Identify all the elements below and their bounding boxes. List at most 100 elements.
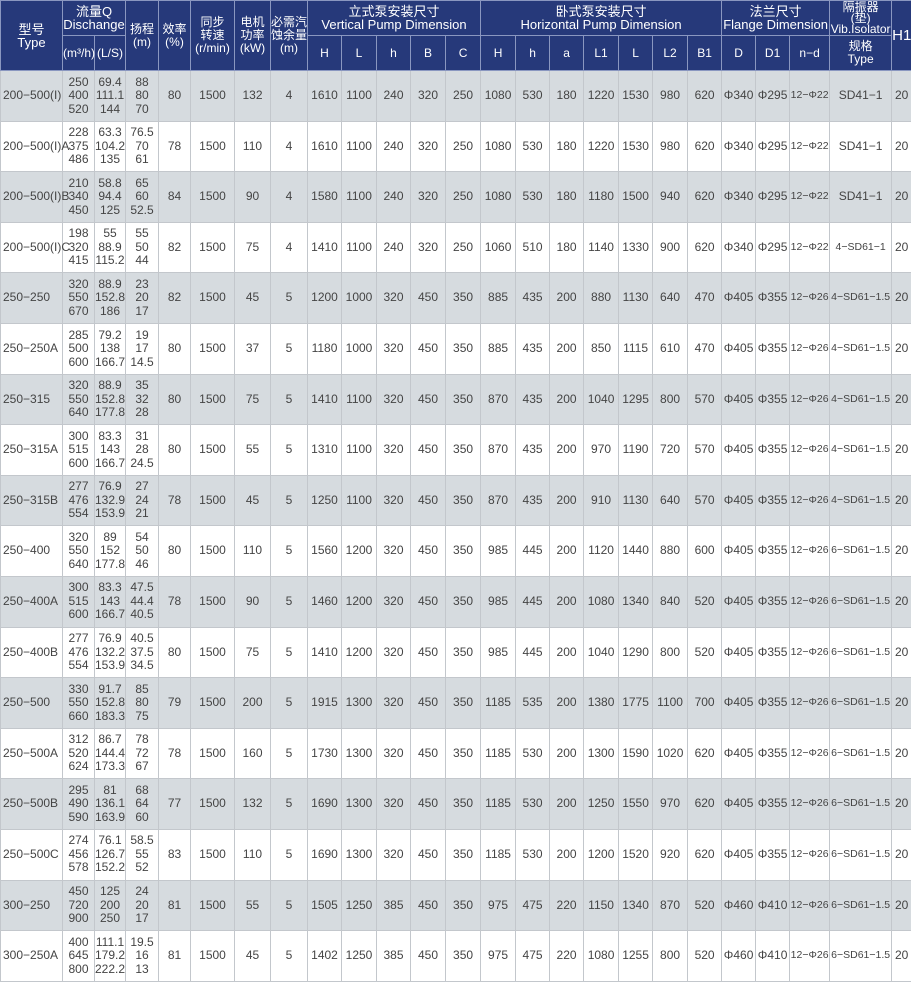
cell-speed: 1500 bbox=[191, 576, 235, 627]
cell-flow-m3h-value: 320 bbox=[63, 241, 94, 255]
cell-flange-2: 12−Φ26 bbox=[790, 475, 830, 526]
cell-flow-ls-value: 115.2 bbox=[95, 254, 125, 268]
cell-vertical-B: 450 bbox=[411, 576, 446, 627]
cell-flange-0: Φ405 bbox=[722, 374, 756, 425]
cell-speed: 1500 bbox=[191, 829, 235, 880]
cell-npsh: 5 bbox=[271, 425, 308, 476]
cell-flange-1: Φ410 bbox=[756, 931, 790, 982]
cell-type: 300−250A bbox=[1, 931, 63, 982]
header-h1: H1 bbox=[892, 1, 911, 71]
cell-head-value: 67 bbox=[126, 760, 158, 774]
cell-efficiency: 78 bbox=[159, 121, 191, 172]
cell-isolator: 4−SD61−1.5 bbox=[830, 273, 892, 324]
cell-flow-m3h-value: 476 bbox=[63, 646, 94, 660]
cell-h1: 20 bbox=[892, 273, 911, 324]
cell-flow-ls-value: 173.3 bbox=[95, 760, 125, 774]
cell-vertical-B: 450 bbox=[411, 425, 446, 476]
cell-horizontal-H: 1185 bbox=[481, 678, 516, 729]
cell-speed: 1500 bbox=[191, 425, 235, 476]
cell-flow-m3h-value: 340 bbox=[63, 190, 94, 204]
cell-horizontal-a: 220 bbox=[550, 880, 584, 931]
cell-power: 132 bbox=[235, 71, 271, 122]
cell-efficiency: 83 bbox=[159, 829, 191, 880]
cell-horizontal-L1: 1220 bbox=[584, 71, 619, 122]
cell-head-value: 75 bbox=[126, 710, 158, 724]
header-vertical-0: H bbox=[308, 36, 342, 71]
cell-vertical-B: 320 bbox=[411, 71, 446, 122]
cell-flow-m3h-value: 198 bbox=[63, 227, 94, 241]
cell-flow-m3h-value: 295 bbox=[63, 784, 94, 798]
cell-horizontal-a: 180 bbox=[550, 71, 584, 122]
cell-flow-ls-value: 58.8 bbox=[95, 177, 125, 191]
cell-h1: 20 bbox=[892, 172, 911, 223]
cell-horizontal-L: 1130 bbox=[619, 273, 653, 324]
cell-vertical-L: 1200 bbox=[342, 576, 377, 627]
cell-horizontal-B1: 470 bbox=[688, 273, 722, 324]
cell-horizontal-a: 200 bbox=[550, 728, 584, 779]
cell-isolator: 6−SD61−1.5 bbox=[830, 829, 892, 880]
cell-isolator: 4−SD61−1.5 bbox=[830, 475, 892, 526]
cell-horizontal-h: 535 bbox=[516, 678, 550, 729]
cell-npsh: 5 bbox=[271, 475, 308, 526]
cell-horizontal-L1: 1080 bbox=[584, 931, 619, 982]
header-horizontal-5: L2 bbox=[653, 36, 688, 71]
cell-horizontal-h: 530 bbox=[516, 71, 550, 122]
cell-horizontal-H: 1185 bbox=[481, 779, 516, 830]
cell-speed: 1500 bbox=[191, 121, 235, 172]
cell-vertical-h: 240 bbox=[377, 71, 411, 122]
cell-flow-m3h-value: 320 bbox=[63, 278, 94, 292]
cell-h1: 20 bbox=[892, 678, 911, 729]
cell-head-value: 17 bbox=[126, 912, 158, 926]
cell-head-value: 72 bbox=[126, 747, 158, 761]
cell-horizontal-L1: 1150 bbox=[584, 880, 619, 931]
cell-flow-m3h-value: 312 bbox=[63, 733, 94, 747]
cell-vertical-h: 320 bbox=[377, 627, 411, 678]
cell-horizontal-h: 435 bbox=[516, 273, 550, 324]
cell-power: 200 bbox=[235, 678, 271, 729]
cell-vertical-h: 240 bbox=[377, 121, 411, 172]
cell-flange-0: Φ340 bbox=[722, 172, 756, 223]
header-type: 型号 Type bbox=[1, 1, 63, 71]
cell-vertical-h: 385 bbox=[377, 931, 411, 982]
cell-vertical-C: 350 bbox=[446, 779, 481, 830]
cell-horizontal-L2: 870 bbox=[653, 880, 688, 931]
cell-flow-ls-value: 91.7 bbox=[95, 683, 125, 697]
cell-horizontal-L2: 900 bbox=[653, 222, 688, 273]
cell-vertical-H: 1310 bbox=[308, 425, 342, 476]
header-flange-0: D bbox=[722, 36, 756, 71]
cell-isolator: 4−SD61−1 bbox=[830, 222, 892, 273]
cell-horizontal-H: 870 bbox=[481, 374, 516, 425]
cell-vertical-H: 1402 bbox=[308, 931, 342, 982]
cell-vertical-L: 1250 bbox=[342, 931, 377, 982]
cell-horizontal-H: 1080 bbox=[481, 71, 516, 122]
cell-flow-ls-value: 79.2 bbox=[95, 329, 125, 343]
cell-vertical-H: 1250 bbox=[308, 475, 342, 526]
cell-vertical-h: 320 bbox=[377, 728, 411, 779]
cell-flow-m3h-value: 320 bbox=[63, 379, 94, 393]
cell-head-value: 47.5 bbox=[126, 581, 158, 595]
cell-vertical-L: 1100 bbox=[342, 222, 377, 273]
cell-head-value: 14.5 bbox=[126, 356, 158, 370]
cell-vertical-h: 320 bbox=[377, 475, 411, 526]
cell-flange-1: Φ295 bbox=[756, 71, 790, 122]
header-horizontal-6: B1 bbox=[688, 36, 722, 71]
cell-flange-2: 12−Φ26 bbox=[790, 779, 830, 830]
cell-flow-ls-value: 177.8 bbox=[95, 406, 125, 420]
cell-power: 110 bbox=[235, 121, 271, 172]
cell-head-value: 35 bbox=[126, 379, 158, 393]
cell-vertical-H: 1505 bbox=[308, 880, 342, 931]
cell-speed: 1500 bbox=[191, 475, 235, 526]
cell-vertical-C: 350 bbox=[446, 728, 481, 779]
cell-flow-m3h-value: 800 bbox=[63, 963, 94, 977]
